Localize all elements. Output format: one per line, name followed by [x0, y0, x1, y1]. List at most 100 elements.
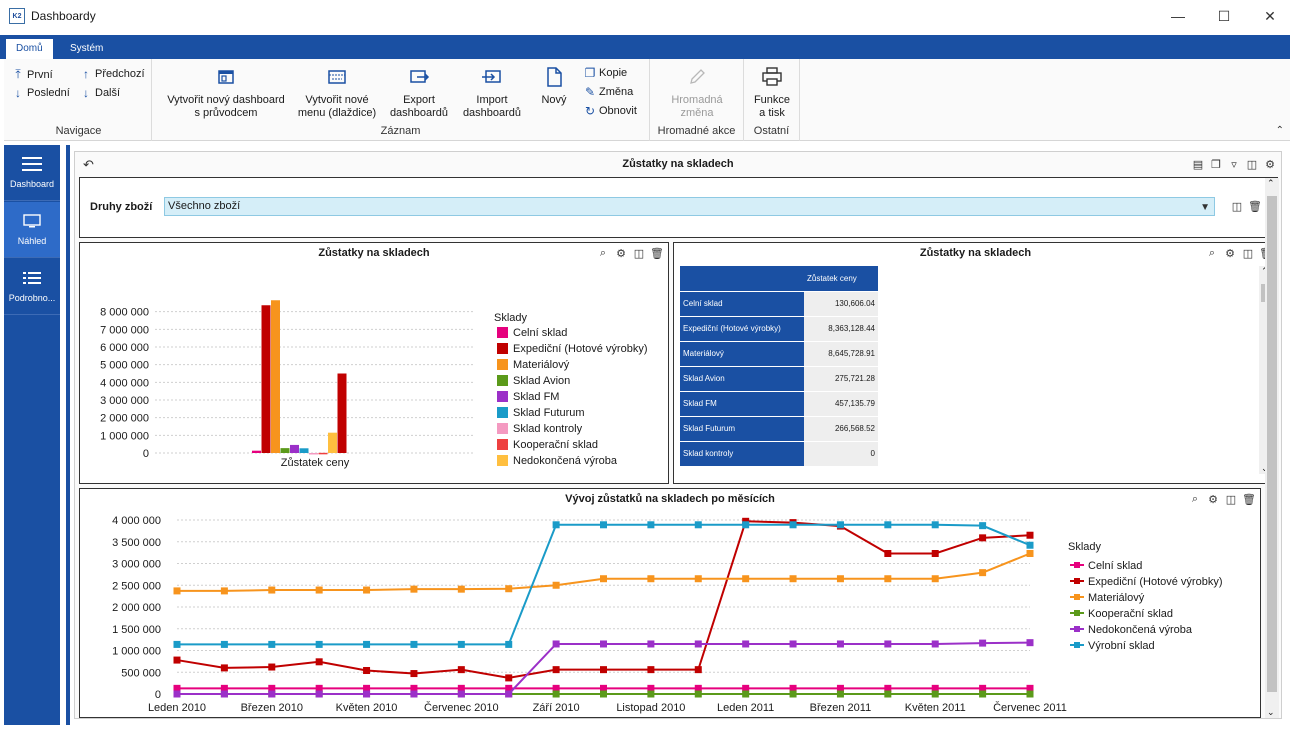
data-point[interactable]	[363, 684, 371, 692]
data-point[interactable]	[789, 684, 797, 692]
data-point[interactable]	[694, 690, 702, 698]
data-point[interactable]	[505, 690, 513, 698]
data-point[interactable]	[315, 658, 323, 666]
data-point[interactable]	[315, 586, 323, 594]
data-point[interactable]	[410, 640, 418, 648]
scroll-down-icon[interactable]: ⌄	[1267, 707, 1275, 717]
data-point[interactable]	[979, 522, 987, 530]
data-point[interactable]	[505, 684, 513, 692]
data-point[interactable]	[220, 640, 228, 648]
export-dashboards-button[interactable]: Export dashboardů	[384, 65, 454, 120]
data-point[interactable]	[789, 521, 797, 529]
new-button[interactable]: Nový	[532, 65, 576, 107]
copy-button[interactable]: ❐ Kopie	[584, 66, 628, 80]
data-point[interactable]	[220, 587, 228, 595]
layout-icon[interactable]: ▤	[1192, 158, 1204, 171]
data-point[interactable]	[884, 521, 892, 529]
legend-item[interactable]: Sklad Futurum	[513, 407, 585, 419]
maximize-button[interactable]: ☐	[1201, 0, 1247, 32]
legend-item[interactable]: Nedokončená výroba	[1088, 624, 1193, 636]
table-row[interactable]: Celní sklad 130,606.04	[680, 291, 878, 317]
data-point[interactable]	[600, 521, 607, 529]
import-dashboards-button[interactable]: Import dashboardů	[456, 65, 528, 120]
sidebar-item-dashboard[interactable]: Dashboard	[4, 145, 60, 201]
data-point[interactable]	[979, 569, 987, 577]
columns-icon[interactable]: ◫	[1225, 493, 1237, 506]
data-point[interactable]	[363, 690, 371, 698]
data-point[interactable]	[220, 690, 228, 698]
trash-icon[interactable]: 🗑	[1242, 493, 1256, 506]
data-point[interactable]	[315, 690, 323, 698]
bar[interactable]	[309, 453, 318, 455]
filter-off-icon[interactable]: ▿	[1231, 158, 1237, 171]
legend-item[interactable]: Materiálový	[513, 359, 570, 371]
data-point[interactable]	[1026, 531, 1034, 539]
legend-item[interactable]: Expediční (Hotové výrobky)	[513, 343, 648, 355]
new-menu-tiles-button[interactable]: Vytvořit nové menu (dlaždice)	[294, 65, 380, 120]
data-point[interactable]	[836, 690, 844, 698]
data-point[interactable]	[647, 684, 655, 692]
data-point[interactable]	[268, 690, 276, 698]
wizard-dashboard-button[interactable]: Vytvořit nový dashboard s průvodcem	[160, 65, 292, 120]
data-point[interactable]	[220, 664, 228, 672]
data-point[interactable]	[457, 585, 465, 593]
bar[interactable]	[337, 373, 347, 454]
zoom-icon[interactable]: ⌕	[1208, 246, 1216, 259]
table-row[interactable]: Sklad Futurum 266,568.52	[680, 416, 878, 442]
data-point[interactable]	[552, 684, 560, 692]
data-point[interactable]	[931, 684, 939, 692]
sidebar-item-nahled[interactable]: Náhled	[4, 202, 60, 258]
change-button[interactable]: ✎ Změna	[584, 85, 634, 99]
data-point[interactable]	[600, 640, 607, 648]
zoom-icon[interactable]: ⌕	[1191, 492, 1199, 505]
data-point[interactable]	[410, 670, 418, 678]
data-point[interactable]	[836, 521, 844, 529]
data-point[interactable]	[315, 640, 323, 648]
last-button[interactable]: ↓ Poslední	[12, 86, 70, 100]
data-point[interactable]	[505, 674, 513, 682]
refresh-button[interactable]: ↻ Obnovit	[584, 104, 637, 118]
data-point[interactable]	[505, 640, 513, 648]
data-point[interactable]	[836, 640, 844, 648]
data-point[interactable]	[789, 690, 797, 698]
data-point[interactable]	[173, 656, 181, 664]
data-point[interactable]	[647, 640, 655, 648]
data-point[interactable]	[315, 684, 323, 692]
settings-icon[interactable]: ⚙	[1225, 247, 1235, 260]
bar[interactable]	[271, 300, 280, 453]
data-point[interactable]	[931, 690, 939, 698]
table-row[interactable]: Sklad Avion 275,721.28	[680, 366, 878, 392]
data-point[interactable]	[600, 690, 607, 698]
data-point[interactable]	[552, 640, 560, 648]
table-row[interactable]: Materiálový 8,645,728.91	[680, 341, 878, 367]
data-point[interactable]	[457, 640, 465, 648]
data-point[interactable]	[363, 586, 371, 594]
data-point[interactable]	[1026, 639, 1034, 647]
data-point[interactable]	[836, 575, 844, 583]
data-point[interactable]	[742, 521, 750, 529]
series-line[interactable]	[176, 520, 1031, 679]
settings-icon[interactable]: ⚙	[1208, 493, 1218, 506]
data-point[interactable]	[173, 640, 181, 648]
legend-item[interactable]: Expediční (Hotové výrobky)	[1088, 576, 1223, 588]
back-arrow-icon[interactable]: ↶	[83, 157, 94, 172]
data-point[interactable]	[600, 575, 607, 583]
table-row[interactable]: Sklad FM 457,135.79	[680, 391, 878, 417]
data-point[interactable]	[457, 690, 465, 698]
next-button[interactable]: ↓ Další	[80, 86, 120, 100]
data-point[interactable]	[884, 690, 892, 698]
data-point[interactable]	[410, 684, 418, 692]
minimize-button[interactable]: —	[1155, 0, 1201, 32]
legend-item[interactable]: Celní sklad	[513, 327, 567, 339]
data-point[interactable]	[552, 666, 560, 674]
scroll-down-icon[interactable]: ⌄	[1261, 463, 1269, 474]
data-point[interactable]	[647, 666, 655, 674]
first-button[interactable]: ⤒ První	[12, 67, 52, 82]
data-point[interactable]	[173, 690, 181, 698]
legend-item[interactable]: Materiálový	[1088, 592, 1145, 604]
functions-print-button[interactable]: Funkce a tisk	[748, 65, 796, 120]
legend-item[interactable]: Celní sklad	[1088, 560, 1142, 572]
collapse-ribbon-icon[interactable]: ⌃	[1275, 125, 1284, 136]
goods-type-select[interactable]: Všechno zboží ▼	[164, 197, 1215, 216]
trash-icon[interactable]: 🗑	[650, 247, 664, 260]
